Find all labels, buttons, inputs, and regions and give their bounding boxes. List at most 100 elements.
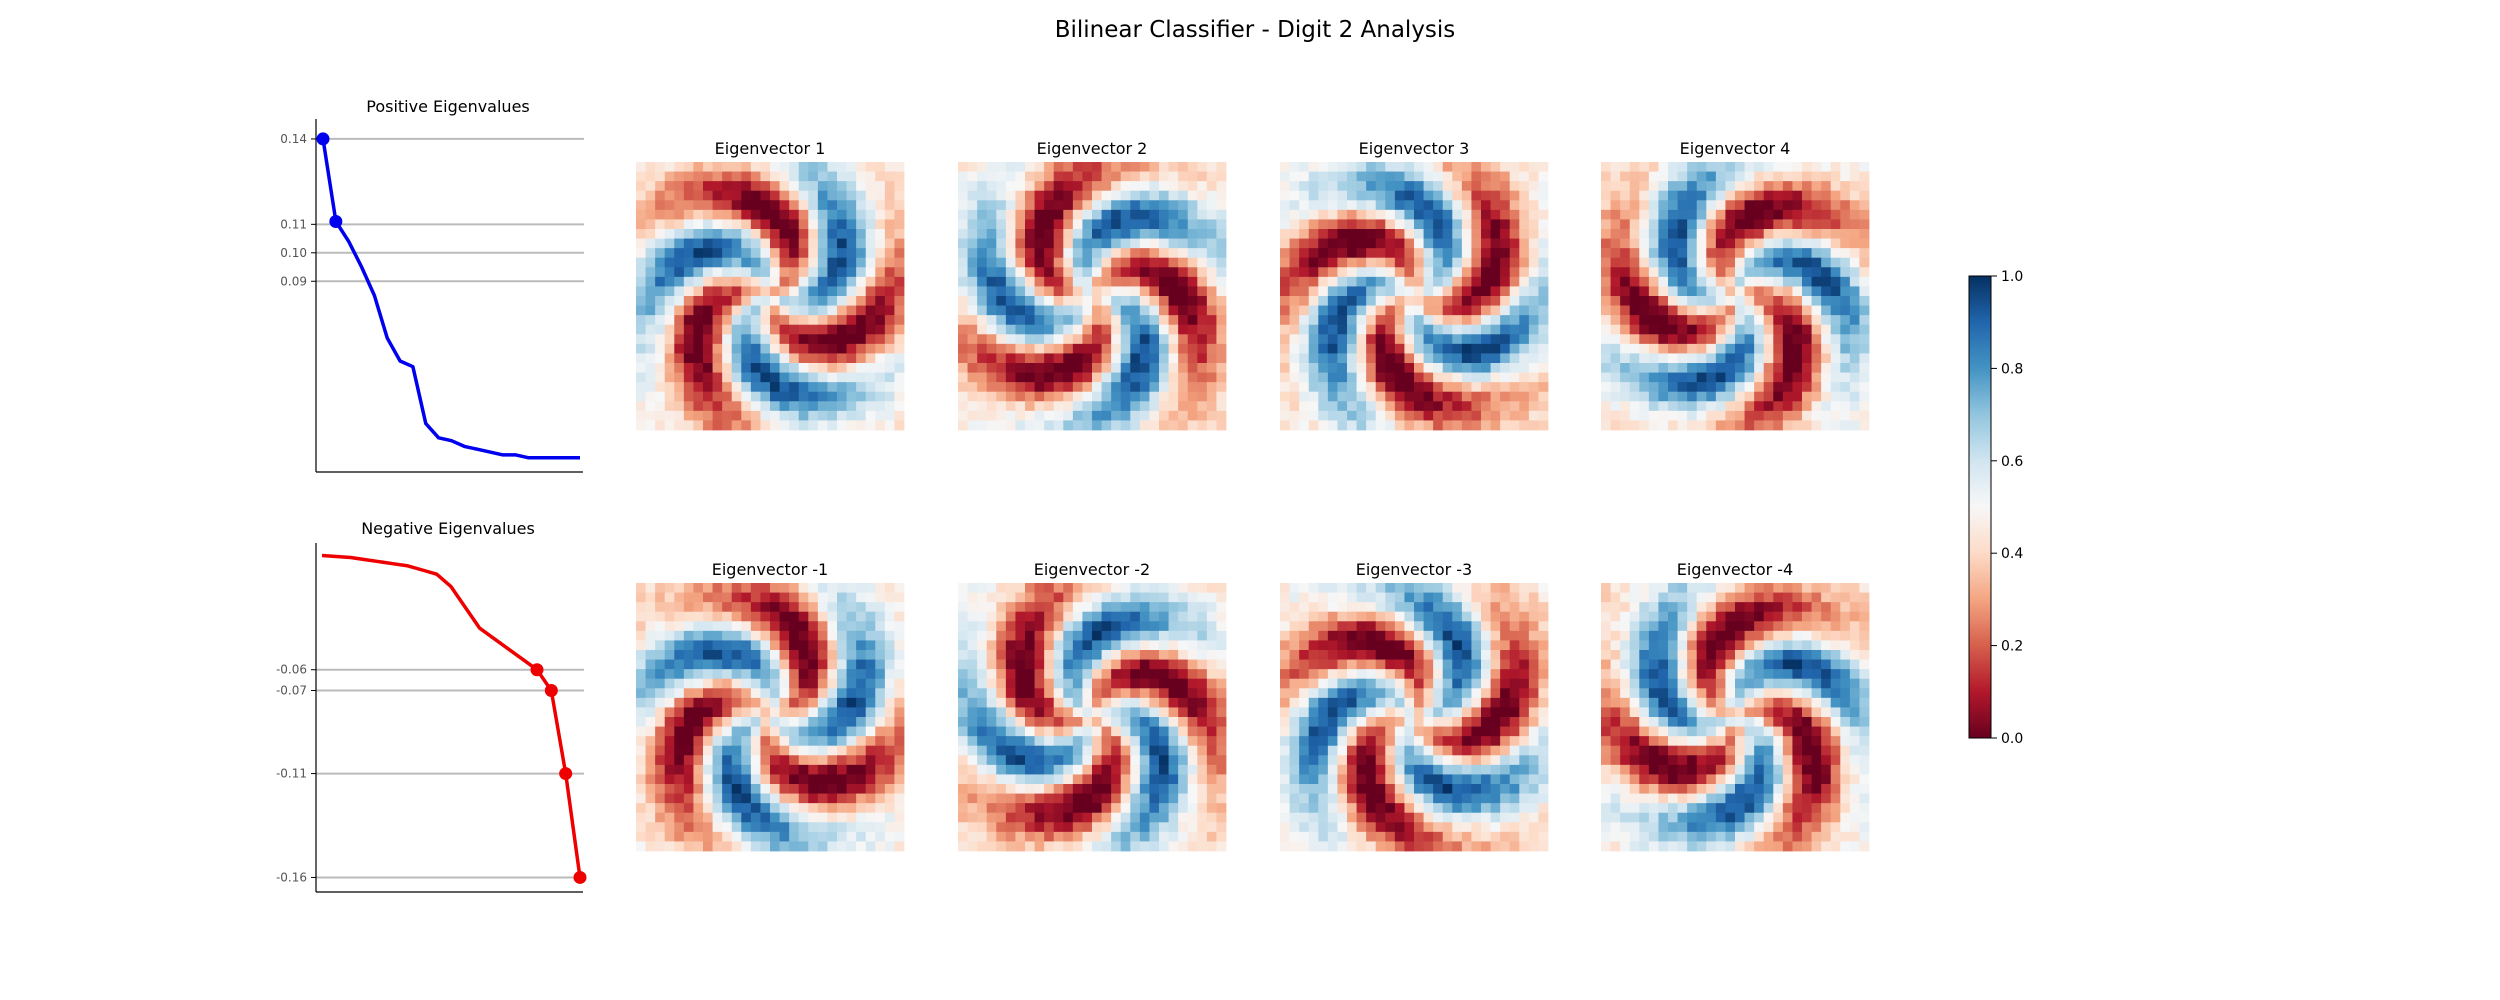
heatmap-cell — [977, 209, 988, 220]
heatmap-cell — [1318, 420, 1329, 431]
heatmap-cell — [996, 764, 1007, 775]
heatmap-cell — [1715, 391, 1726, 402]
heatmap-cell — [1792, 324, 1803, 335]
heatmap-cell — [655, 219, 666, 230]
heatmap-cell — [1280, 238, 1290, 249]
heatmap-cell — [1299, 181, 1310, 192]
heatmap-cell — [798, 190, 809, 201]
heatmap-cell — [1197, 353, 1208, 364]
heatmap-cell — [1149, 190, 1160, 201]
heatmap-cell — [986, 707, 997, 718]
heatmap-cell — [865, 774, 876, 785]
heatmap-cell — [1620, 353, 1631, 364]
heatmap-cell — [1101, 171, 1112, 182]
heatmap-cell — [1668, 401, 1678, 412]
heatmap-cell — [1092, 602, 1102, 613]
heatmap-cell — [1620, 200, 1631, 211]
heatmap-cell — [808, 315, 819, 326]
heatmap-cell — [1811, 382, 1822, 393]
heatmap-cell — [655, 697, 666, 708]
heatmap-cell — [789, 238, 800, 249]
heatmap-cell — [894, 353, 905, 364]
heatmap-cell — [977, 678, 988, 689]
heatmap-cell — [1725, 353, 1736, 364]
heatmap-cell — [712, 209, 723, 220]
heatmap-cell — [1356, 650, 1367, 660]
heatmap-cell — [703, 257, 713, 268]
heatmap-cell — [1639, 238, 1650, 249]
heatmap-cell — [996, 841, 1007, 852]
heatmap-cell — [1639, 171, 1650, 182]
heatmap-cell — [1725, 162, 1736, 172]
heatmap-cell — [1092, 669, 1102, 680]
heatmap-cell — [1063, 257, 1074, 268]
heatmap-cell — [1139, 659, 1150, 670]
heatmap-cell — [1063, 162, 1074, 172]
heatmap-cell — [722, 190, 733, 201]
heatmap-cell — [1120, 621, 1131, 632]
heatmap-cell — [1216, 774, 1227, 785]
heatmap-cell — [1206, 583, 1217, 593]
heatmap-cell — [1414, 592, 1424, 603]
heatmap-cell — [1289, 324, 1300, 335]
heatmap-cell — [996, 190, 1007, 201]
heatmap-cell — [655, 181, 666, 192]
heatmap-cell — [1005, 831, 1016, 842]
heatmap-cell — [1763, 363, 1774, 373]
heatmap-cell — [1168, 745, 1179, 756]
heatmap-cell — [1356, 659, 1367, 670]
heatmap-cell — [1111, 784, 1122, 794]
heatmap-cell — [958, 650, 968, 660]
heatmap-cell — [1139, 688, 1150, 699]
heatmap-cell — [1130, 305, 1141, 316]
heatmap-cell — [1658, 315, 1669, 326]
heatmap-cell — [1025, 420, 1035, 431]
heatmap-cell — [1197, 420, 1208, 431]
heatmap-cell — [1015, 305, 1026, 316]
heatmap-cell — [1337, 181, 1348, 192]
heatmap-cell — [1433, 391, 1444, 402]
heatmap-cell — [741, 343, 752, 354]
heatmap-cell — [1063, 726, 1074, 737]
heatmap-cell — [1356, 181, 1367, 192]
heatmap-cell — [1318, 372, 1329, 383]
heatmap-cell — [760, 755, 771, 766]
heatmap-cell — [1782, 238, 1793, 249]
heatmap-cell — [958, 410, 968, 421]
heatmap-cell — [1840, 410, 1851, 421]
heatmap-cell — [1471, 343, 1482, 354]
heatmap-cell — [1111, 363, 1122, 373]
heatmap-cell — [798, 324, 809, 335]
heatmap-cell — [1735, 324, 1745, 335]
heatmap-cell — [1404, 611, 1415, 622]
heatmap-cell — [1053, 296, 1064, 306]
heatmap-cell — [1404, 401, 1415, 412]
heatmap-cell — [958, 678, 968, 689]
heatmap-cell — [827, 315, 838, 326]
heatmap-cell — [967, 229, 978, 239]
heatmap-cell — [760, 334, 771, 345]
heatmap-cell — [1639, 410, 1650, 421]
heatmap-cell — [1452, 190, 1463, 201]
heatmap-cell — [1601, 219, 1611, 230]
heatmap-cell — [1519, 276, 1530, 287]
heatmap-cell — [722, 650, 733, 660]
heatmap-cell — [1471, 420, 1482, 431]
heatmap-cell — [986, 697, 997, 708]
heatmap-cell — [884, 592, 895, 603]
heatmap-cell — [1528, 391, 1539, 402]
heatmap-cell — [846, 736, 857, 747]
heatmap-cell — [1015, 296, 1026, 306]
heatmap-cell — [1509, 296, 1520, 306]
heatmap-cell — [967, 726, 978, 737]
heatmap-cell — [674, 697, 685, 708]
heatmap-cell — [731, 611, 742, 622]
heatmap-cell — [674, 678, 685, 689]
heatmap-cell — [1744, 200, 1755, 211]
heatmap-cell — [1500, 257, 1511, 268]
heatmap-cell — [674, 267, 685, 278]
heatmap-cell — [1433, 209, 1444, 220]
heatmap-cell — [967, 420, 978, 431]
heatmap-cell — [1668, 315, 1678, 326]
heatmap-cell — [865, 200, 876, 211]
